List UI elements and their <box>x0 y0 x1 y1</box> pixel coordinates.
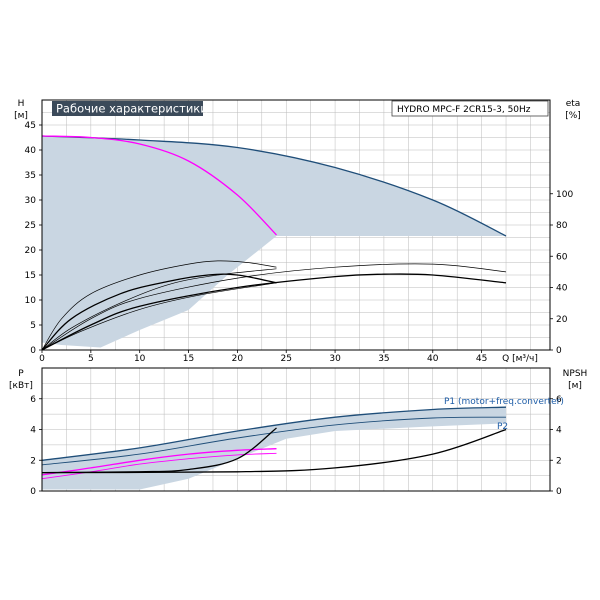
x-tick-label: 0 <box>39 354 45 364</box>
bottom-y2label-symbol: NPSH <box>563 369 588 379</box>
y-tick-label: 5 <box>30 321 36 331</box>
y-tick-label: 6 <box>30 395 36 405</box>
y2-tick-label: 20 <box>556 315 568 325</box>
y-tick-label: 0 <box>30 487 36 497</box>
model-label: HYDRO MPC-F 2CR15-3, 50Hz <box>397 105 531 115</box>
y2-tick-label: 80 <box>556 221 568 231</box>
series-black-5 <box>41 428 507 474</box>
series-black-thin-4 <box>41 282 277 351</box>
y-tick-label: 0 <box>30 346 36 356</box>
x-tick-label: 15 <box>183 354 194 364</box>
y-tick-label: 40 <box>25 146 37 156</box>
y-tick-label: 30 <box>25 196 37 206</box>
p1-series-label: P1 (motor+freq.converter) <box>444 397 564 407</box>
bottom-y2-tick-labels: 0 2 4 6 <box>550 395 562 497</box>
operating-range-band <box>42 136 506 348</box>
operating-range-band <box>42 407 506 490</box>
y-tick-label: 15 <box>25 271 36 281</box>
y2-tick-label: 40 <box>556 284 568 294</box>
y-tick-label: 4 <box>30 426 36 436</box>
series-black-5 <box>41 273 277 351</box>
y-tick-label: 25 <box>25 221 36 231</box>
chart-title: Рабочие характеристики <box>56 102 208 116</box>
top-ylabel-unit: [м] <box>14 111 28 121</box>
x-tick-label: 45 <box>476 354 487 364</box>
x-tick-label: 20 <box>232 354 244 364</box>
bottom-ylabel-unit: [кВт] <box>9 381 33 391</box>
title-box <box>52 101 203 116</box>
x-tick-label: 35 <box>378 354 389 364</box>
series-black-thin-2 <box>41 260 277 351</box>
series-black-thin-6 <box>41 263 507 351</box>
head-eta-chart: 0 5 10 15 20 25 30 35 40 45 0 20 40 60 80 100 0 5 10 15 20… <box>14 99 581 364</box>
y2-tick-label: 2 <box>556 456 562 466</box>
series-dark-blue-0 <box>41 135 507 237</box>
y2-tick-label: 60 <box>556 252 568 262</box>
y2-tick-label: 6 <box>556 395 562 405</box>
x-tick-label: 40 <box>427 354 439 364</box>
y2-tick-label: 0 <box>556 487 562 497</box>
x-tick-label: 10 <box>134 354 146 364</box>
bottom-ylabel-symbol: P <box>18 369 24 379</box>
top-y2-tick-labels: 0 20 40 60 80 100 <box>550 190 573 356</box>
y2-tick-label: 100 <box>556 190 573 200</box>
p2-series-label: P2 <box>497 422 508 432</box>
y-tick-label: 10 <box>25 296 37 306</box>
y2-tick-label: 0 <box>556 346 562 356</box>
series-dark-blue-0 <box>41 406 507 461</box>
bottom-series-group <box>41 406 507 480</box>
power-npsh-chart: 0 2 4 6 0 2 4 6 P [кВт] NPSH [м] P1 (motor+fre… <box>9 367 588 497</box>
top-x-tick-labels: 0 5 10 15 20 25 30 35 40 45 <box>39 350 487 364</box>
bottom-operating-band <box>42 407 506 490</box>
series-black-7 <box>41 273 507 351</box>
top-y2label-unit: [%] <box>565 111 581 121</box>
series-magenta-1 <box>41 135 277 236</box>
series-magenta-2 <box>41 448 277 476</box>
y-tick-label: 35 <box>25 171 36 181</box>
x-tick-label: 5 <box>88 354 94 364</box>
y-tick-label: 2 <box>30 456 36 466</box>
top-xlabel: Q [м³/ч] <box>502 354 538 364</box>
x-tick-label: 30 <box>329 354 341 364</box>
top-y2label-symbol: eta <box>566 99 581 109</box>
bottom-y-tick-labels: 0 2 4 6 <box>30 395 42 497</box>
top-operating-band <box>42 136 506 348</box>
top-y-tick-labels: 0 5 10 15 20 25 30 35 40 45 <box>25 121 42 356</box>
y-tick-label: 45 <box>25 121 36 131</box>
series-dark-blue-thin-1 <box>41 416 507 466</box>
top-series-group <box>41 135 507 351</box>
model-label-box <box>391 100 549 117</box>
top-ylabel-symbol: H <box>18 99 25 109</box>
y2-tick-label: 4 <box>556 426 562 436</box>
x-tick-label: 25 <box>281 354 292 364</box>
y-tick-label: 20 <box>25 246 37 256</box>
bottom-y2label-unit: [м] <box>568 381 582 391</box>
